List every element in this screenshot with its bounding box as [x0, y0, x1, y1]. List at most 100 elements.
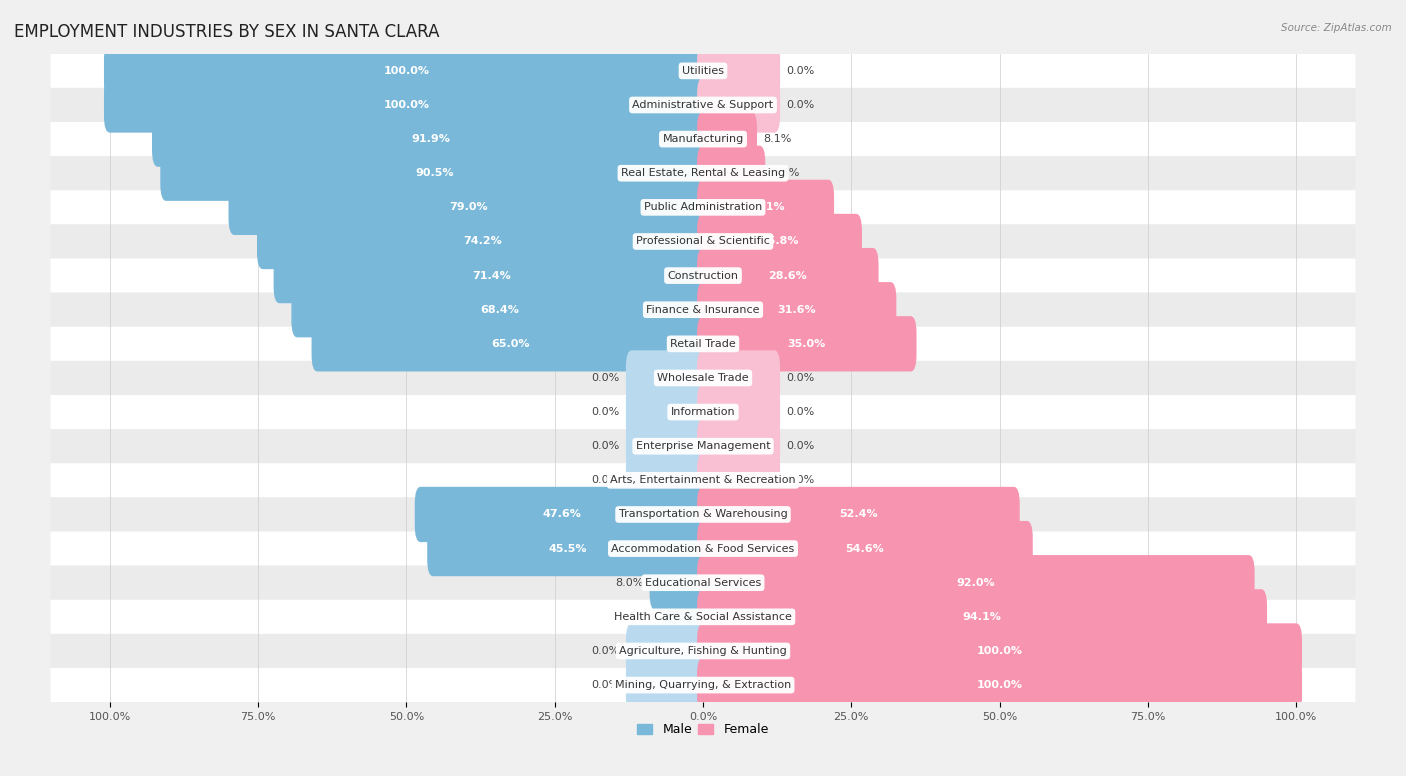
FancyBboxPatch shape: [51, 634, 1355, 668]
Text: 74.2%: 74.2%: [464, 237, 502, 247]
FancyBboxPatch shape: [697, 112, 756, 167]
FancyBboxPatch shape: [697, 452, 780, 508]
FancyBboxPatch shape: [662, 589, 709, 645]
Text: Administrative & Support: Administrative & Support: [633, 100, 773, 110]
Text: 45.5%: 45.5%: [548, 544, 588, 553]
FancyBboxPatch shape: [697, 350, 780, 406]
FancyBboxPatch shape: [697, 316, 917, 372]
FancyBboxPatch shape: [51, 122, 1355, 156]
FancyBboxPatch shape: [697, 657, 1302, 712]
FancyBboxPatch shape: [51, 224, 1355, 258]
FancyBboxPatch shape: [697, 78, 780, 133]
FancyBboxPatch shape: [51, 497, 1355, 532]
FancyBboxPatch shape: [626, 657, 709, 712]
Text: Educational Services: Educational Services: [645, 577, 761, 587]
Text: 0.0%: 0.0%: [786, 373, 814, 383]
Text: 100.0%: 100.0%: [977, 680, 1022, 690]
Text: Professional & Scientific: Professional & Scientific: [636, 237, 770, 247]
FancyBboxPatch shape: [51, 532, 1355, 566]
FancyBboxPatch shape: [697, 589, 1267, 645]
Text: Enterprise Management: Enterprise Management: [636, 442, 770, 451]
FancyBboxPatch shape: [626, 418, 709, 474]
Text: Finance & Insurance: Finance & Insurance: [647, 305, 759, 315]
Text: 100.0%: 100.0%: [977, 646, 1022, 656]
Text: 0.0%: 0.0%: [592, 476, 620, 485]
Text: 100.0%: 100.0%: [384, 100, 429, 110]
FancyBboxPatch shape: [697, 43, 780, 99]
FancyBboxPatch shape: [104, 78, 709, 133]
FancyBboxPatch shape: [257, 214, 709, 269]
Text: 0.0%: 0.0%: [592, 373, 620, 383]
Text: 0.0%: 0.0%: [592, 646, 620, 656]
FancyBboxPatch shape: [51, 327, 1355, 361]
FancyBboxPatch shape: [626, 623, 709, 678]
Text: 79.0%: 79.0%: [450, 203, 488, 213]
FancyBboxPatch shape: [697, 418, 780, 474]
Text: Agriculture, Fishing & Hunting: Agriculture, Fishing & Hunting: [619, 646, 787, 656]
Text: EMPLOYMENT INDUSTRIES BY SEX IN SANTA CLARA: EMPLOYMENT INDUSTRIES BY SEX IN SANTA CL…: [14, 23, 440, 41]
FancyBboxPatch shape: [697, 282, 897, 338]
Text: Public Administration: Public Administration: [644, 203, 762, 213]
Text: 0.0%: 0.0%: [786, 100, 814, 110]
Text: Mining, Quarrying, & Extraction: Mining, Quarrying, & Extraction: [614, 680, 792, 690]
Text: 0.0%: 0.0%: [786, 442, 814, 451]
FancyBboxPatch shape: [51, 395, 1355, 429]
FancyBboxPatch shape: [51, 293, 1355, 327]
Text: 21.1%: 21.1%: [747, 203, 785, 213]
FancyBboxPatch shape: [312, 316, 709, 372]
Text: 0.0%: 0.0%: [786, 476, 814, 485]
Text: 90.5%: 90.5%: [415, 168, 454, 178]
Text: Accommodation & Food Services: Accommodation & Food Services: [612, 544, 794, 553]
Text: Health Care & Social Assistance: Health Care & Social Assistance: [614, 611, 792, 622]
FancyBboxPatch shape: [697, 248, 879, 303]
FancyBboxPatch shape: [626, 384, 709, 440]
FancyBboxPatch shape: [427, 521, 709, 577]
FancyBboxPatch shape: [697, 180, 834, 235]
FancyBboxPatch shape: [51, 429, 1355, 463]
Text: Utilities: Utilities: [682, 66, 724, 76]
FancyBboxPatch shape: [697, 384, 780, 440]
Text: 0.0%: 0.0%: [592, 442, 620, 451]
Text: 28.6%: 28.6%: [769, 271, 807, 281]
Text: 8.0%: 8.0%: [616, 577, 644, 587]
Text: 47.6%: 47.6%: [543, 510, 581, 519]
Text: Real Estate, Rental & Leasing: Real Estate, Rental & Leasing: [621, 168, 785, 178]
Text: Transportation & Warehousing: Transportation & Warehousing: [619, 510, 787, 519]
FancyBboxPatch shape: [51, 600, 1355, 634]
Text: 65.0%: 65.0%: [491, 339, 530, 349]
FancyBboxPatch shape: [697, 555, 1254, 611]
FancyBboxPatch shape: [160, 146, 709, 201]
FancyBboxPatch shape: [51, 258, 1355, 293]
FancyBboxPatch shape: [415, 487, 709, 542]
Text: Manufacturing: Manufacturing: [662, 134, 744, 144]
FancyBboxPatch shape: [274, 248, 709, 303]
FancyBboxPatch shape: [697, 487, 1019, 542]
FancyBboxPatch shape: [51, 463, 1355, 497]
FancyBboxPatch shape: [697, 146, 765, 201]
Text: 25.8%: 25.8%: [761, 237, 799, 247]
Text: 100.0%: 100.0%: [384, 66, 429, 76]
Text: 31.6%: 31.6%: [778, 305, 815, 315]
Text: 94.1%: 94.1%: [963, 611, 1001, 622]
Text: Source: ZipAtlas.com: Source: ZipAtlas.com: [1281, 23, 1392, 33]
Text: Arts, Entertainment & Recreation: Arts, Entertainment & Recreation: [610, 476, 796, 485]
FancyBboxPatch shape: [626, 350, 709, 406]
FancyBboxPatch shape: [697, 623, 1302, 678]
FancyBboxPatch shape: [626, 452, 709, 508]
FancyBboxPatch shape: [152, 112, 709, 167]
FancyBboxPatch shape: [51, 88, 1355, 122]
FancyBboxPatch shape: [51, 156, 1355, 190]
Legend: Male, Female: Male, Female: [633, 719, 773, 741]
Text: 71.4%: 71.4%: [472, 271, 510, 281]
Text: Wholesale Trade: Wholesale Trade: [657, 373, 749, 383]
Text: 0.0%: 0.0%: [592, 407, 620, 417]
FancyBboxPatch shape: [51, 190, 1355, 224]
FancyBboxPatch shape: [104, 43, 709, 99]
FancyBboxPatch shape: [51, 361, 1355, 395]
Text: Construction: Construction: [668, 271, 738, 281]
Text: 0.0%: 0.0%: [786, 66, 814, 76]
FancyBboxPatch shape: [229, 180, 709, 235]
Text: 0.0%: 0.0%: [786, 407, 814, 417]
Text: 54.6%: 54.6%: [845, 544, 884, 553]
FancyBboxPatch shape: [697, 214, 862, 269]
